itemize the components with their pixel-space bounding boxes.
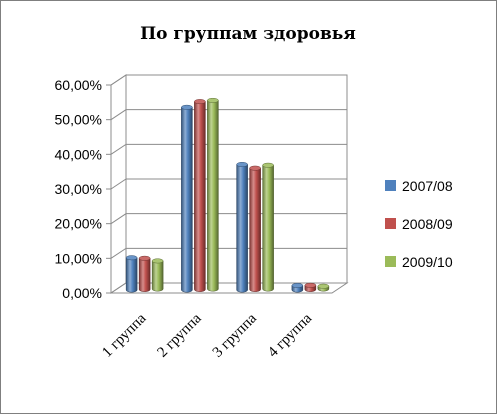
x-tick-label: 1 группа	[99, 310, 149, 360]
x-tick-label: 3 группа	[210, 310, 260, 360]
bars	[125, 97, 330, 293]
bar-2008/09-2	[194, 99, 206, 292]
legend: 2007/08 2008/09 2009/10	[385, 178, 453, 270]
legend-item: 2008/09	[385, 216, 453, 232]
y-tick-label: 50,00%	[55, 112, 102, 128]
legend-label: 2009/10	[402, 254, 453, 270]
y-tick-label: 40,00%	[55, 146, 102, 162]
x-tick-label: 2 группа	[155, 310, 205, 360]
bar-2007/08-3	[236, 162, 248, 293]
gridline	[110, 74, 347, 86]
legend-swatch	[385, 256, 396, 267]
bar-2007/08-2	[181, 104, 193, 293]
legend-item: 2009/10	[385, 254, 453, 270]
y-tick-label: 30,00%	[55, 181, 102, 197]
bar-2009/10-2	[207, 97, 219, 292]
y-tick-label: 0,00%	[62, 285, 102, 301]
y-axis-ticks: 0,00% 10,00% 20,00% 30,00% 40,00% 50,00% 60,00…	[55, 77, 102, 301]
legend-label: 2008/09	[402, 216, 453, 232]
chart-title: По группам здоровья	[140, 24, 356, 44]
bar-2009/10-1	[151, 258, 164, 292]
y-tick-label: 10,00%	[55, 250, 102, 266]
bar-2009/10-3	[262, 162, 274, 292]
x-tick-label: 4 группа	[265, 310, 315, 360]
bar-2008/09-3	[249, 165, 261, 292]
bar-2007/08-1	[125, 255, 138, 293]
legend-swatch	[385, 218, 396, 229]
legend-swatch	[385, 180, 396, 191]
y-tick-label: 60,00%	[55, 77, 102, 93]
legend-item: 2007/08	[385, 178, 453, 194]
bar-2008/09-1	[138, 255, 151, 292]
bar-2008/09-4	[304, 282, 317, 292]
gridline	[110, 109, 347, 121]
bar-2009/10-4	[317, 283, 330, 292]
x-axis-labels: 1 группа 2 группа 3 группа 4 группа	[99, 310, 315, 360]
y-tick-label: 20,00%	[55, 216, 102, 232]
bar-2007/08-4	[291, 283, 304, 293]
gridline	[110, 143, 347, 155]
legend-label: 2007/08	[402, 178, 453, 194]
